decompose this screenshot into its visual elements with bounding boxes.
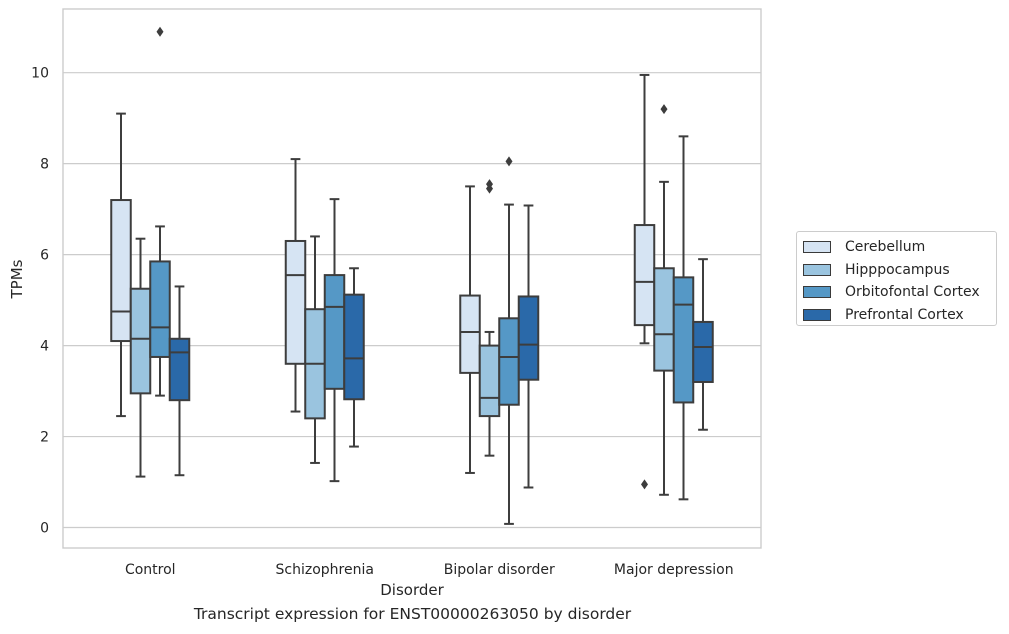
outlier-point bbox=[156, 26, 164, 37]
legend-swatch bbox=[803, 263, 831, 276]
legend-label: Prefrontal Cortex bbox=[845, 306, 964, 323]
box-iqr bbox=[284, 239, 307, 365]
box-iqr bbox=[343, 293, 365, 401]
box-1-2 bbox=[478, 179, 501, 457]
box-1-1 bbox=[304, 235, 326, 464]
box-iqr bbox=[498, 317, 520, 406]
x-axis-title: Disorder bbox=[380, 581, 444, 599]
box-3-0 bbox=[168, 285, 191, 477]
box-iqr bbox=[168, 337, 191, 402]
y-tick-label: 6 bbox=[40, 248, 49, 264]
plot-frame bbox=[62, 8, 762, 549]
legend: Cerebellum Hipppocampus Orbitofontal Corte… bbox=[796, 231, 997, 326]
box-1-3 bbox=[653, 104, 675, 496]
box-2-3 bbox=[672, 135, 695, 501]
y-axis-title: TPMs bbox=[8, 259, 26, 299]
y-tick-label: 8 bbox=[40, 157, 49, 173]
x-tick-label: Control bbox=[125, 562, 176, 578]
outlier-point bbox=[505, 156, 513, 167]
box-2-0 bbox=[149, 26, 171, 397]
legend-label: Orbitofontal Cortex bbox=[845, 284, 980, 301]
legend-item: Orbitofontal Cortex bbox=[803, 281, 996, 304]
x-tick-label: Major depression bbox=[614, 562, 734, 578]
box-iqr bbox=[692, 320, 714, 383]
outlier-point bbox=[641, 479, 648, 490]
box-3-1 bbox=[343, 267, 365, 448]
box-0-3 bbox=[633, 73, 656, 490]
y-tick-label: 4 bbox=[40, 339, 49, 355]
x-tick-labels: Control Schizophrenia Bipolar disorder Majo… bbox=[125, 562, 734, 578]
y-tick-label: 10 bbox=[31, 66, 49, 82]
box-iqr bbox=[478, 344, 501, 418]
legend-item: Hipppocampus bbox=[803, 259, 996, 282]
outlier-point bbox=[660, 104, 668, 115]
legend-label: Hipppocampus bbox=[845, 261, 950, 278]
box-iqr bbox=[653, 267, 675, 372]
y-tick-labels: 0 2 4 6 8 10 bbox=[31, 66, 49, 537]
box-3-2 bbox=[517, 204, 540, 489]
legend-swatch bbox=[803, 308, 831, 321]
box-iqr bbox=[459, 294, 481, 374]
box-1-0 bbox=[129, 237, 152, 478]
x-tick-label: Bipolar disorder bbox=[444, 562, 555, 578]
box-iqr bbox=[110, 199, 132, 343]
box-0-2 bbox=[459, 185, 481, 474]
y-tick-label: 0 bbox=[40, 521, 49, 537]
y-tick-label: 2 bbox=[40, 430, 49, 446]
legend-swatch bbox=[803, 241, 831, 254]
box-iqr bbox=[323, 274, 346, 390]
box-0-1 bbox=[284, 158, 307, 413]
box-iqr bbox=[517, 295, 540, 381]
legend-item: Cerebellum bbox=[803, 236, 996, 259]
boxes bbox=[110, 26, 714, 525]
legend-item: Prefrontal Cortex bbox=[803, 304, 996, 327]
legend-swatch bbox=[803, 286, 831, 299]
box-2-1 bbox=[323, 198, 346, 483]
box-0-0 bbox=[110, 112, 132, 418]
box-3-3 bbox=[692, 258, 714, 431]
box-iqr bbox=[633, 224, 656, 327]
x-tick-label: Schizophrenia bbox=[276, 562, 374, 578]
box-iqr bbox=[149, 260, 171, 358]
box-iqr bbox=[129, 287, 152, 395]
outlier-point bbox=[486, 179, 493, 190]
legend-label: Cerebellum bbox=[845, 239, 926, 256]
box-2-2 bbox=[498, 156, 520, 525]
box-iqr bbox=[672, 276, 695, 404]
figure-caption: Transcript expression for ENST0000026305… bbox=[193, 605, 632, 623]
